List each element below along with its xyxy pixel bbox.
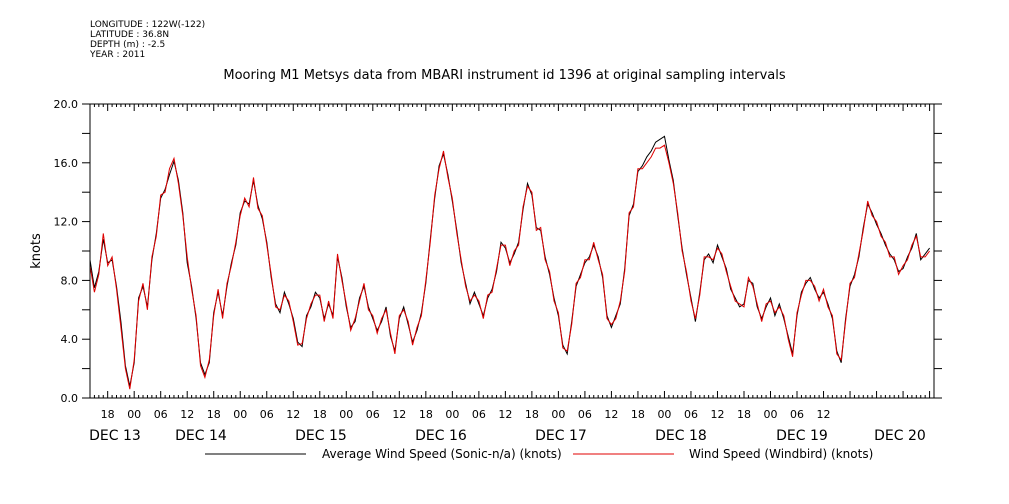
series-average-wind-speed — [89, 135, 930, 387]
x-tick-label: 06 — [684, 408, 698, 421]
axis-ticks — [82, 103, 942, 399]
series-windbird-wind-speed — [89, 144, 931, 390]
x-tick-label: 06 — [366, 408, 380, 421]
x-tick-label: 12 — [286, 408, 300, 421]
x-tick-label: 00 — [233, 408, 247, 421]
y-tick-label: 4.0 — [61, 333, 79, 346]
legend-label-avg: Average Wind Speed (Sonic-n/a) (knots) — [322, 447, 562, 461]
x-tick-label: 06 — [472, 408, 486, 421]
x-tick-label: 18 — [207, 408, 221, 421]
x-tick-label: 12 — [392, 408, 406, 421]
x-tick-label: 00 — [551, 408, 565, 421]
x-tick-label: 12 — [710, 408, 724, 421]
x-tick-label: 06 — [154, 408, 168, 421]
y-tick-label: 8.0 — [61, 274, 79, 287]
year-label: YEAR : 2011 — [90, 50, 146, 60]
x-day-label: DEC 15 — [295, 428, 347, 444]
depth-label: DEPTH (m) : -2.5 — [90, 40, 166, 50]
axis-labels: 0.0 4.0 8.0 12.0 16.0 20.0 18 00 06 12 18 00 06 12 18 0… — [54, 98, 926, 444]
plot-frame — [89, 103, 935, 399]
y-tick-label: 20.0 — [54, 98, 79, 111]
y-tick-label: 12.0 — [54, 216, 79, 229]
x-tick-label: 18 — [419, 408, 433, 421]
legend: Average Wind Speed (Sonic-n/a) (knots) W… — [205, 447, 873, 461]
chart-title: Mooring M1 Metsys data from MBARI instru… — [223, 68, 786, 83]
x-tick-label: 06 — [790, 408, 804, 421]
x-tick-label: 18 — [737, 408, 751, 421]
x-tick-label: 00 — [339, 408, 353, 421]
x-tick-label: 12 — [180, 408, 194, 421]
x-tick-label: 00 — [764, 408, 778, 421]
x-tick-label: 18 — [631, 408, 645, 421]
x-day-label: DEC 13 — [89, 428, 141, 444]
x-tick-label: 18 — [525, 408, 539, 421]
x-tick-label: 00 — [657, 408, 671, 421]
x-day-label: DEC 20 — [874, 428, 926, 444]
x-tick-label: 00 — [127, 408, 141, 421]
x-tick-label: 12 — [498, 408, 512, 421]
x-day-label: DEC 17 — [535, 428, 587, 444]
x-tick-label: 12 — [817, 408, 831, 421]
x-tick-label: 12 — [604, 408, 618, 421]
legend-label-windbird: Wind Speed (Windbird) (knots) — [689, 447, 873, 461]
y-tick-label: 0.0 — [61, 392, 79, 405]
x-day-label: DEC 14 — [175, 428, 227, 444]
latitude-label: LATITUDE : 36.8N — [90, 30, 170, 40]
x-day-label: DEC 19 — [776, 428, 828, 444]
metadata-block: LONGITUDE : 122W(-122) LATITUDE : 36.8N … — [90, 20, 205, 60]
x-tick-label: 06 — [578, 408, 592, 421]
longitude-label: LONGITUDE : 122W(-122) — [90, 20, 206, 30]
x-day-label: DEC 16 — [415, 428, 467, 444]
y-tick-label: 16.0 — [54, 157, 79, 170]
y-axis-label: knots — [29, 233, 44, 269]
x-day-label: DEC 18 — [655, 428, 707, 444]
x-tick-label: 06 — [260, 408, 274, 421]
series-layer — [89, 135, 931, 390]
x-tick-label: 18 — [313, 408, 327, 421]
x-tick-label: 00 — [445, 408, 459, 421]
x-tick-label: 18 — [101, 408, 115, 421]
